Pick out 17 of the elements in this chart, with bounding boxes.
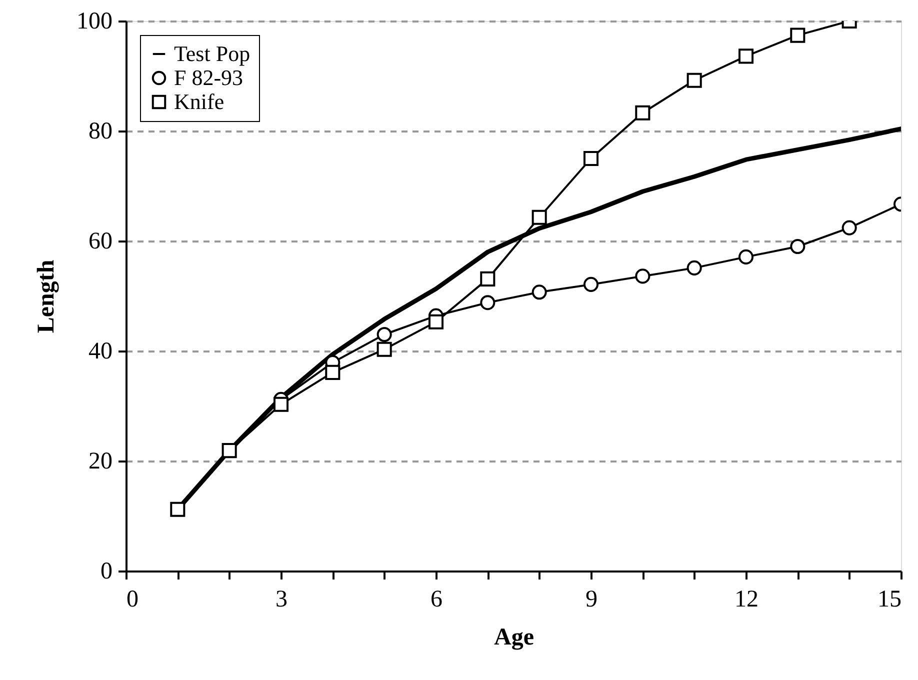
y-axis-title: Length xyxy=(34,260,60,334)
x-tick-label: 9 xyxy=(586,586,598,612)
y-tick-label: 60 xyxy=(88,228,112,254)
y-tick-label: 80 xyxy=(88,118,112,144)
y-tick-label: 40 xyxy=(88,338,112,364)
x-tick-label: 0 xyxy=(126,586,138,612)
x-tick-label: 3 xyxy=(276,586,288,612)
x-tick-label: 15 xyxy=(878,586,902,612)
x-axis-title: Age xyxy=(494,624,534,650)
y-tick-label: 0 xyxy=(100,558,112,584)
y-tick-label: 100 xyxy=(76,8,112,34)
legend-label: Knife xyxy=(174,89,224,114)
legend-label: Test Pop xyxy=(174,41,250,66)
y-tick-label: 20 xyxy=(88,448,112,474)
x-tick-label: 12 xyxy=(734,586,758,612)
x-tick-label: 6 xyxy=(430,586,442,612)
legend-label: F 82-93 xyxy=(174,65,244,90)
